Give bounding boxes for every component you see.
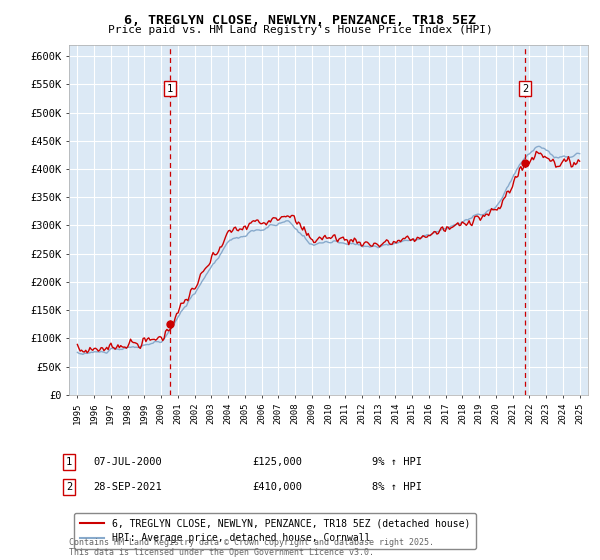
Legend: 6, TREGLYN CLOSE, NEWLYN, PENZANCE, TR18 5EZ (detached house), HPI: Average pric: 6, TREGLYN CLOSE, NEWLYN, PENZANCE, TR18… (74, 512, 476, 549)
Text: 1: 1 (66, 457, 72, 467)
Text: 1: 1 (167, 83, 173, 94)
Text: 07-JUL-2000: 07-JUL-2000 (93, 457, 162, 467)
Text: £125,000: £125,000 (252, 457, 302, 467)
Text: £410,000: £410,000 (252, 482, 302, 492)
Text: Contains HM Land Registry data © Crown copyright and database right 2025.
This d: Contains HM Land Registry data © Crown c… (69, 538, 434, 557)
Text: 8% ↑ HPI: 8% ↑ HPI (372, 482, 422, 492)
Text: 28-SEP-2021: 28-SEP-2021 (93, 482, 162, 492)
Text: 2: 2 (66, 482, 72, 492)
Text: Price paid vs. HM Land Registry's House Price Index (HPI): Price paid vs. HM Land Registry's House … (107, 25, 493, 35)
Text: 9% ↑ HPI: 9% ↑ HPI (372, 457, 422, 467)
Text: 2: 2 (522, 83, 529, 94)
Text: 6, TREGLYN CLOSE, NEWLYN, PENZANCE, TR18 5EZ: 6, TREGLYN CLOSE, NEWLYN, PENZANCE, TR18… (124, 14, 476, 27)
